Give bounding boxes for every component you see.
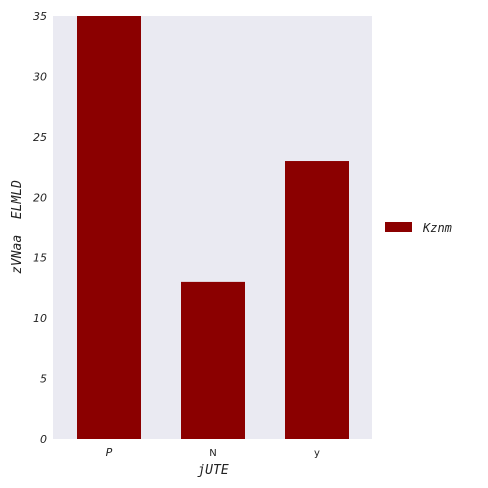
y-tick-label: 0 [40, 433, 47, 446]
x-tick-label: y [314, 448, 320, 459]
legend-label: Kznm [422, 221, 452, 235]
bar [77, 16, 141, 439]
legend: Kznm [385, 221, 452, 235]
y-tick-label: 35 [33, 10, 47, 23]
x-axis-title: jUTE [197, 463, 228, 478]
x-tick-label: P [106, 446, 113, 459]
y-tick-label: 20 [33, 191, 47, 204]
y-tick-label: 10 [33, 312, 47, 325]
bar [181, 281, 245, 439]
y-tick-label: 30 [33, 70, 47, 83]
y-tick-label: 15 [33, 252, 47, 265]
bars [77, 16, 349, 439]
y-tick-label: 5 [40, 373, 47, 386]
y-tick-label: 25 [33, 131, 47, 144]
y-axis-title: zVNaa ELMLD [10, 180, 25, 274]
x-tick-label: N [209, 448, 216, 459]
bar [285, 161, 349, 439]
y-axis-ticks: 0 5 10 15 20 25 30 35 [33, 10, 47, 446]
legend-swatch [385, 222, 412, 232]
